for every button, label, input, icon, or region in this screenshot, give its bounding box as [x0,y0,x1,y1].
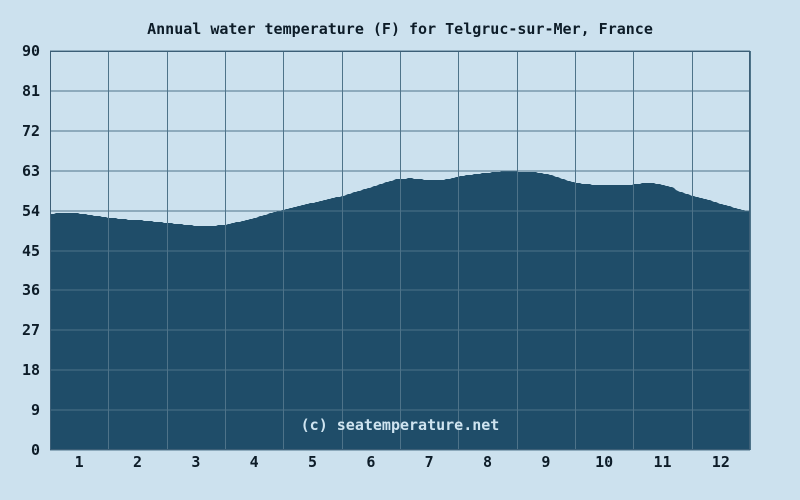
x-tick-label-1: 1 [74,453,84,471]
y-tick-label-81: 81 [21,81,40,100]
y-tick-label-0: 0 [30,441,40,459]
y-tick-label-18: 18 [21,361,40,380]
x-tick-label-10: 10 [595,453,614,471]
chart-title: Annual water temperature (F) for Telgruc… [147,20,653,38]
y-tick-label-36: 36 [21,281,40,300]
x-tick-label-5: 5 [307,453,318,471]
x-tick-label-3: 3 [191,453,201,471]
x-tick-label-2: 2 [132,453,143,471]
x-tick-label-8: 8 [482,453,493,471]
y-tick-label-54: 54 [21,201,40,220]
x-tick-label-6: 6 [366,453,376,471]
y-tick-label-27: 27 [21,321,40,340]
y-tick-label-9: 9 [30,401,40,420]
y-tick-label-45: 45 [21,241,40,260]
x-tick-label-12: 12 [711,453,730,471]
y-tick-label-72: 72 [21,121,40,140]
x-tick-label-9: 9 [541,453,551,471]
y-tick-label-63: 63 [21,161,40,180]
x-tick-label-11: 11 [653,453,672,471]
plot-border [50,51,750,450]
y-tick-label-90: 90 [21,42,40,60]
x-tick-label-4: 4 [249,453,259,471]
watermark: (c) seatemperature.net [300,416,500,434]
x-tick-label-7: 7 [424,453,434,471]
